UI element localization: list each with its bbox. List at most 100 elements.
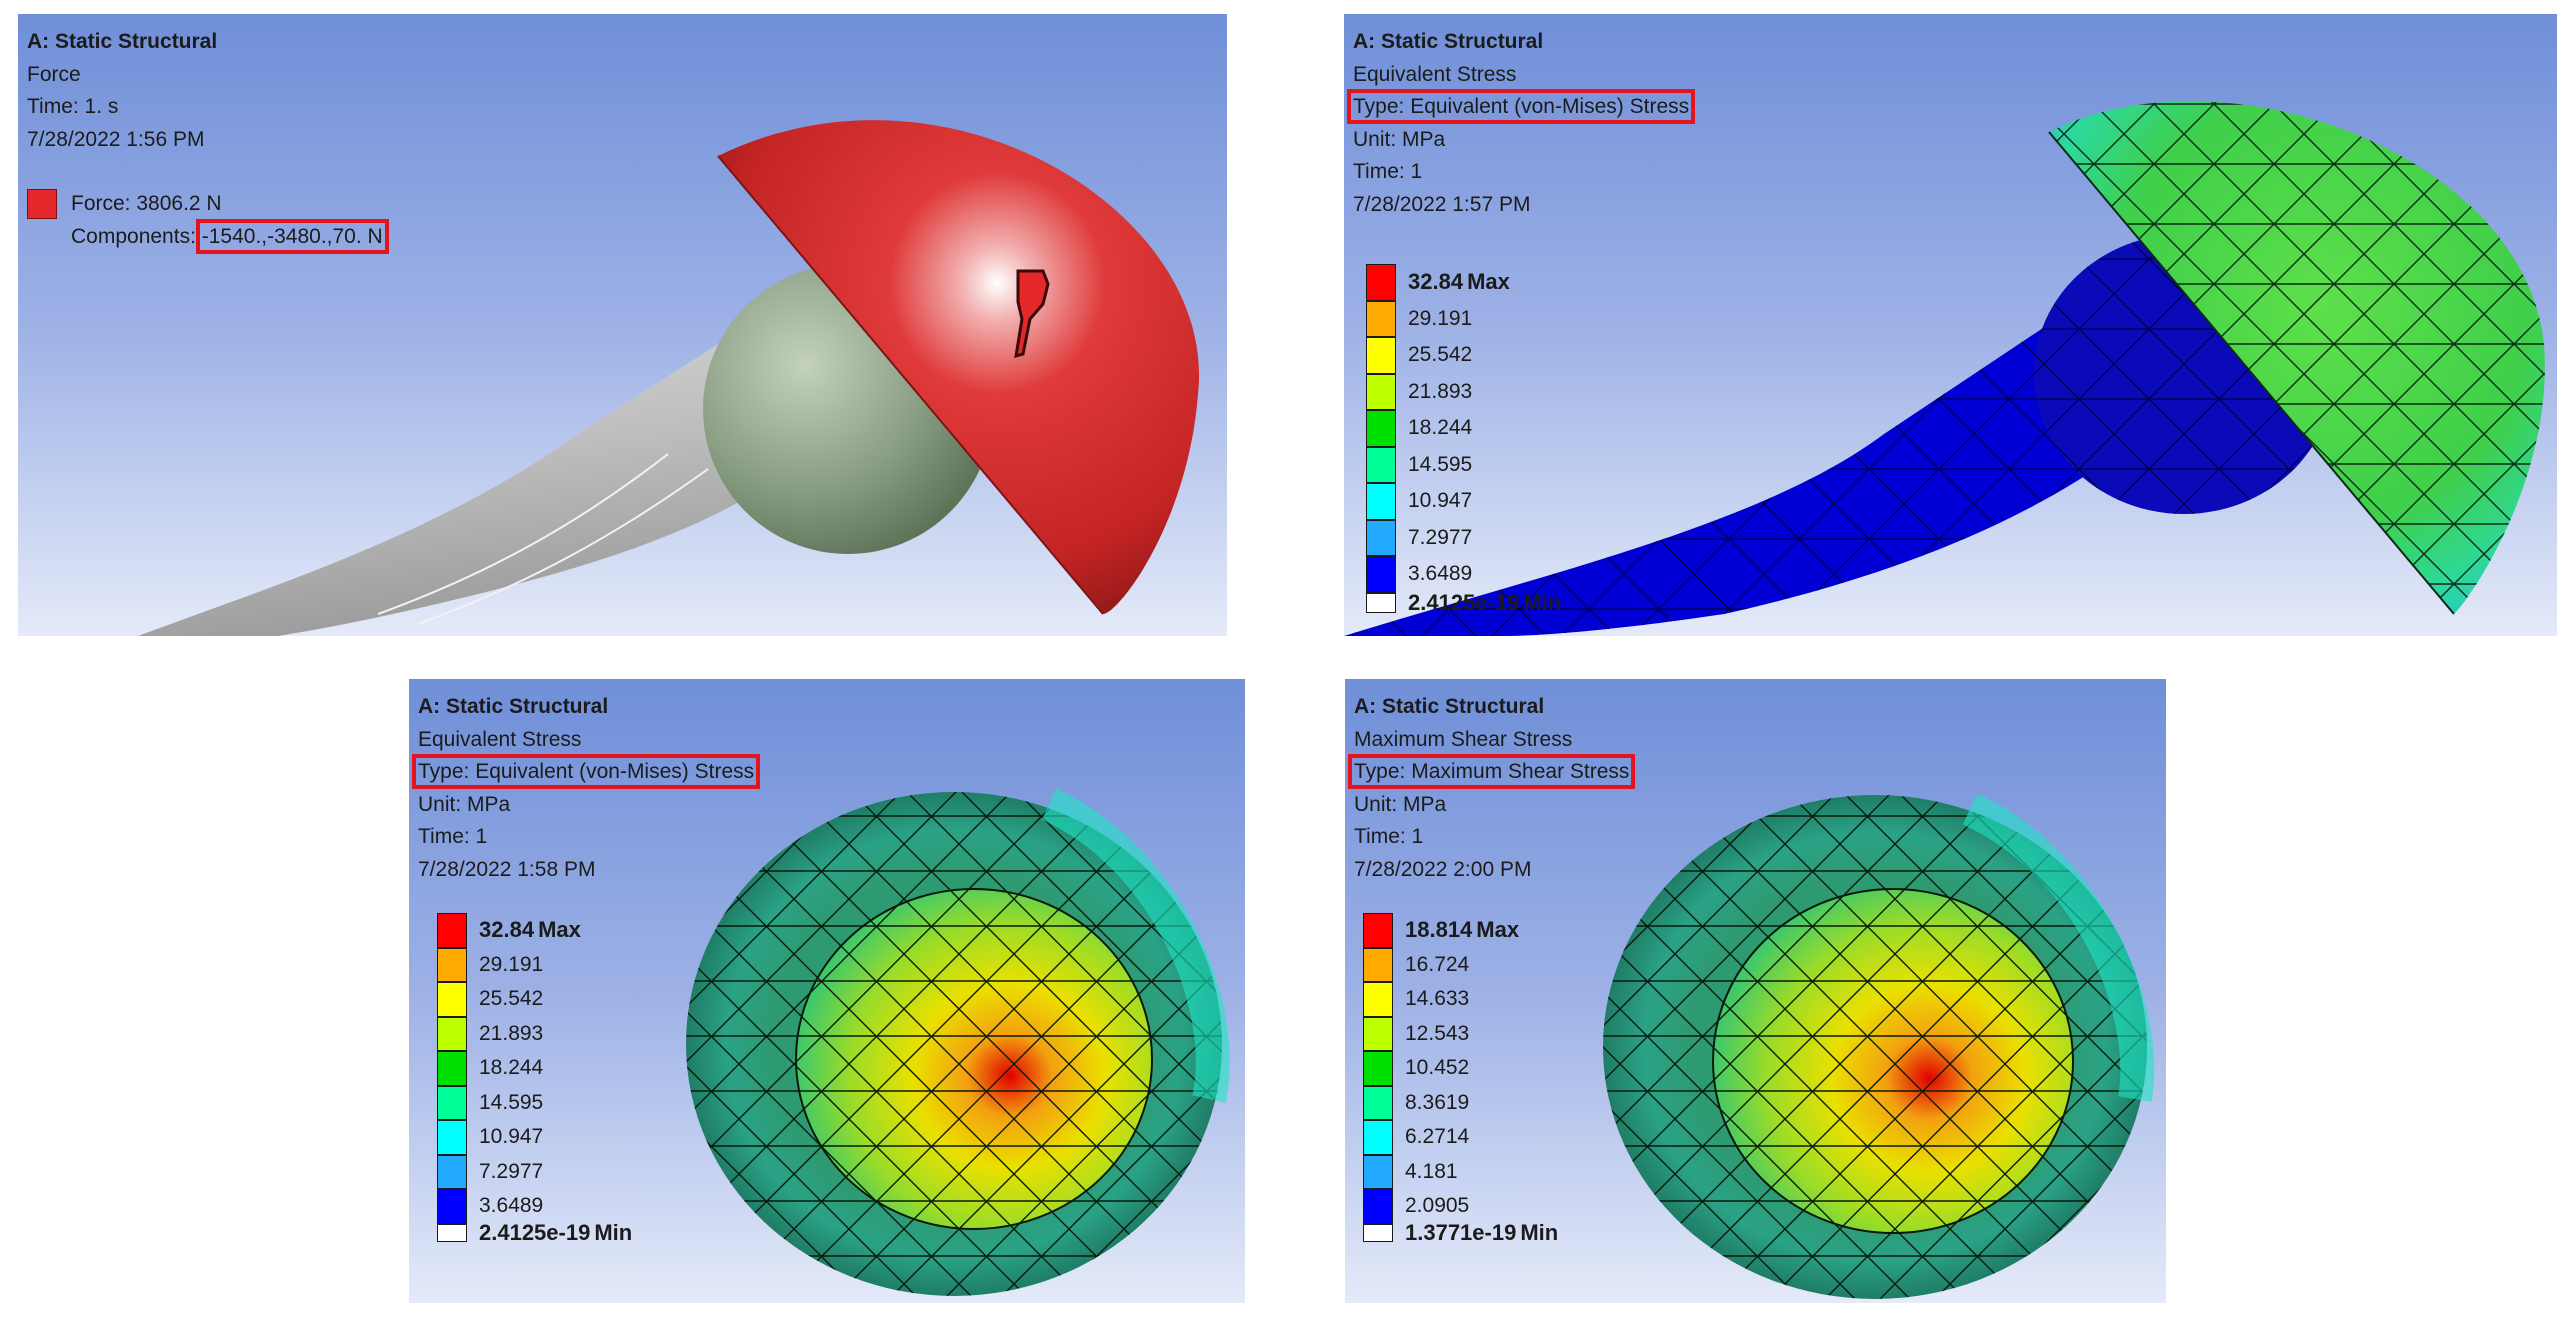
legend-value: 7.2977 xyxy=(479,1159,544,1183)
legend-swatch xyxy=(1363,1016,1393,1051)
legend-value: 25.542 xyxy=(1408,343,1473,367)
force-viewport[interactable]: A: Static Structural Force Time: 1. s 7/… xyxy=(18,14,1227,636)
legend-max-tag: Max xyxy=(1476,917,1520,943)
max-shear-stress-viewport[interactable]: A: Static Structural Maximum Shear Stres… xyxy=(1345,679,2166,1303)
unit-label: Unit: MPa xyxy=(1354,792,1447,816)
legend-row: 25.542 xyxy=(1366,337,1561,374)
legend-value: 4.181 xyxy=(1405,1159,1458,1183)
result-info: A: Static Structural Force Time: 1. s 7/… xyxy=(27,26,389,254)
legend-row: 12.543 xyxy=(1363,1016,1558,1051)
equivalent-stress-inside-viewport[interactable]: A: Static Structural Equivalent Stress T… xyxy=(409,679,1245,1303)
legend-max-value: 18.814 xyxy=(1405,917,1473,943)
legend-row: 3.6489 xyxy=(1366,556,1561,593)
timestamp-label: 7/28/2022 2:00 PM xyxy=(1354,857,1532,881)
legend-swatch xyxy=(1363,1154,1393,1189)
legend-value: 25.542 xyxy=(479,987,544,1011)
legend-row-min: 2.4125e-19 Min xyxy=(437,1220,632,1245)
legend-value: 21.893 xyxy=(479,1021,544,1045)
legend-row: 10.947 xyxy=(1366,483,1561,520)
legend-min-value: 2.4125e-19 xyxy=(1408,589,1520,615)
unit-label: Unit: MPa xyxy=(418,792,511,816)
legend-row: 10.947 xyxy=(437,1120,632,1155)
legend-swatch xyxy=(1363,1051,1393,1086)
result-name: Equivalent Stress xyxy=(418,727,582,751)
result-info: A: Static Structural Equivalent Stress T… xyxy=(1346,26,1696,221)
legend-swatch xyxy=(437,1223,467,1242)
legend-row: 3.6489 xyxy=(437,1189,632,1224)
shear-inside-model-view[interactable] xyxy=(1345,679,2166,1303)
components-label: Components: xyxy=(71,224,196,248)
force-magnitude: Force: 3806.2 N xyxy=(71,192,222,215)
legend-swatch xyxy=(1363,1223,1393,1242)
time-label: Time: 1 xyxy=(1354,825,1424,848)
femoral-stem xyxy=(138,344,798,636)
time-label: Time: 1 xyxy=(1353,160,1423,183)
legend-max-value: 32.84 xyxy=(479,917,535,943)
legend-value: 14.595 xyxy=(1408,452,1473,476)
legend-swatch xyxy=(1366,446,1396,483)
legend-row: 21.893 xyxy=(437,1016,632,1051)
result-info: A: Static Structural Maximum Shear Stres… xyxy=(1347,691,1636,886)
analysis-title: A: Static Structural xyxy=(27,30,218,53)
legend-max-tag: Max xyxy=(538,917,581,943)
stress-inside-model-view[interactable] xyxy=(409,679,1245,1303)
legend-row: 7.2977 xyxy=(1366,519,1561,556)
analysis-title: A: Static Structural xyxy=(1354,695,1545,718)
legend-row: 8.3619 xyxy=(1363,1085,1558,1120)
legend-swatch xyxy=(1363,947,1393,982)
legend-swatch xyxy=(1363,1120,1393,1155)
legend-row: 6.2714 xyxy=(1363,1120,1558,1155)
components-value: -1540.,-3480.,70. N xyxy=(195,218,389,254)
legend-swatch xyxy=(1366,592,1396,613)
legend-swatch xyxy=(437,1120,467,1155)
result-name: Equivalent Stress xyxy=(1353,62,1517,86)
legend-row-max: 32.84 Max xyxy=(437,913,632,948)
timestamp-label: 7/28/2022 1:58 PM xyxy=(418,857,596,881)
stress-side-model-view[interactable] xyxy=(1344,14,2557,636)
legend-row: 29.191 xyxy=(437,947,632,982)
legend-swatch xyxy=(1363,982,1393,1017)
result-info: A: Static Structural Equivalent Stress T… xyxy=(411,691,761,886)
legend-value: 8.3619 xyxy=(1405,1090,1470,1114)
legend-row: 29.191 xyxy=(1366,300,1561,337)
legend-value: 29.191 xyxy=(479,952,544,976)
color-legend[interactable]: 32.84 Max 29.191 25.542 21.893 18.244 14.… xyxy=(1366,264,1562,615)
legend-row: 16.724 xyxy=(1363,947,1558,982)
legend-swatch xyxy=(1366,300,1396,337)
legend-swatch xyxy=(437,982,467,1017)
legend-value: 21.893 xyxy=(1408,379,1473,403)
legend-value: 10.947 xyxy=(1408,489,1473,513)
result-type: Type: Equivalent (von-Mises) Stress xyxy=(1346,89,1696,124)
force-model-view[interactable] xyxy=(18,14,1227,636)
legend-row: 7.2977 xyxy=(437,1154,632,1189)
legend-value: 2.0905 xyxy=(1405,1194,1470,1218)
legend-value: 10.947 xyxy=(479,1125,544,1149)
legend-value: 14.633 xyxy=(1405,987,1470,1011)
timestamp-label: 7/28/2022 1:56 PM xyxy=(27,127,205,151)
legend-swatch xyxy=(437,913,467,948)
legend-row-min: 1.3771e-19 Min xyxy=(1363,1220,1558,1245)
legend-row: 18.244 xyxy=(437,1051,632,1086)
legend-swatch xyxy=(437,1051,467,1086)
color-legend[interactable]: 32.84 Max 29.191 25.542 21.893 18.244 14.… xyxy=(437,913,632,1245)
legend-swatch xyxy=(1366,337,1396,374)
timestamp-label: 7/28/2022 1:57 PM xyxy=(1353,192,1531,216)
legend-swatch xyxy=(437,1016,467,1051)
legend-value: 3.6489 xyxy=(1408,562,1473,586)
legend-swatch xyxy=(437,1154,467,1189)
color-legend[interactable]: 18.814 Max 16.724 14.633 12.543 10.452 8.… xyxy=(1363,913,1558,1245)
equivalent-stress-side-viewport[interactable]: A: Static Structural Equivalent Stress T… xyxy=(1344,14,2557,636)
legend-swatch xyxy=(1366,410,1396,447)
force-components-row: Components: -1540.,-3480.,70. N xyxy=(27,218,389,254)
legend-value: 14.595 xyxy=(479,1090,544,1114)
legend-row: 10.452 xyxy=(1363,1051,1558,1086)
legend-value: 10.452 xyxy=(1405,1056,1470,1080)
result-type: Type: Maximum Shear Stress xyxy=(1347,754,1636,789)
legend-min-tag: Min xyxy=(1523,589,1562,615)
time-label: Time: 1 xyxy=(418,825,488,848)
legend-row: 21.893 xyxy=(1366,373,1561,410)
legend-swatch xyxy=(1366,519,1396,556)
legend-max-tag: Max xyxy=(1467,269,1510,295)
legend-row-min: 2.4125e-19 Min xyxy=(1366,589,1562,615)
legend-row: 4.181 xyxy=(1363,1154,1558,1189)
